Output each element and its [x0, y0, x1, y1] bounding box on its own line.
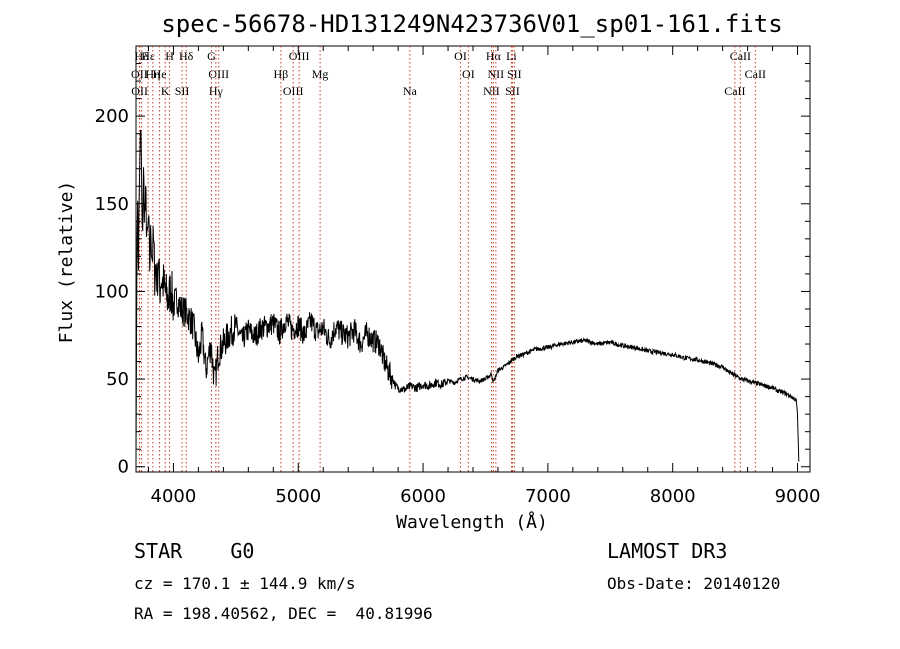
line-id-label: OIII [283, 84, 304, 98]
line-id-layer: HδOIIOIIHεHηKHHeSIIHδOIIIHγGHβOIIIOIIIMg… [131, 46, 766, 472]
object-class: STAR G0 [134, 539, 255, 563]
line-id-label: SII [175, 84, 190, 98]
y-tick-label: 150 [95, 194, 129, 215]
x-tick-label: 8000 [650, 486, 696, 507]
line-id-label: Na [403, 84, 418, 98]
line-id-label: Hε [141, 49, 155, 63]
x-axis-label: Wavelength (Å) [396, 511, 548, 533]
line-id-label: OI [454, 49, 467, 63]
line-id-label: K [161, 84, 170, 98]
y-tick-label: 50 [106, 369, 129, 390]
line-id-label: OIII [289, 49, 310, 63]
line-id-label: CaII [730, 49, 751, 63]
line-id-label: Hη [145, 67, 160, 81]
y-tick-label: 200 [95, 106, 129, 127]
line-id-label: OIII [208, 67, 229, 81]
line-id-label: CaII [724, 84, 745, 98]
chart-title: spec-56678-HD131249N423736V01_sp01-161.f… [161, 10, 782, 38]
x-tick-label: 7000 [525, 486, 571, 507]
line-id-label: OII [131, 84, 148, 98]
ra-dec: RA = 198.40562, DEC = 40.81996 [134, 604, 433, 623]
line-id-label: Li [506, 49, 517, 63]
line-id-label: Mg [312, 67, 329, 81]
x-tick-label: 6000 [400, 486, 446, 507]
line-id-label: CaII [745, 67, 766, 81]
y-axis-label: Flux (relative) [56, 181, 77, 344]
line-id-label: SII [505, 84, 520, 98]
line-id-label: Hδ [134, 49, 149, 63]
line-id-label: NII [483, 84, 500, 98]
x-tick-label: 5000 [275, 486, 321, 507]
survey-name: LAMOST DR3 [607, 539, 728, 563]
spectrum-line [135, 129, 800, 462]
line-id-label: NII [488, 67, 505, 81]
obs-date: Obs-Date: 20140120 [607, 574, 781, 593]
x-tick-label: 9000 [775, 486, 821, 507]
y-tick-label: 0 [118, 457, 129, 478]
y-tick-label: 100 [95, 281, 129, 302]
line-id-label: OI [462, 67, 475, 81]
line-id-label: Hγ [209, 84, 224, 98]
line-id-label: G [207, 49, 216, 63]
plot-frame [135, 45, 811, 473]
axes-layer: 4000 5000 6000 7000 8000 9000 0 50 100 150 200 [95, 46, 821, 507]
line-id-label: Hδ [179, 49, 194, 63]
line-id-label: He [153, 67, 167, 81]
line-id-label: H [165, 49, 174, 63]
line-id-label: Hα [486, 49, 502, 63]
line-id-label: Hβ [274, 67, 289, 81]
redshift-cz: cz = 170.1 ± 144.9 km/s [134, 574, 356, 593]
line-id-label: SII [507, 67, 522, 81]
x-tick-label: 4000 [151, 486, 197, 507]
